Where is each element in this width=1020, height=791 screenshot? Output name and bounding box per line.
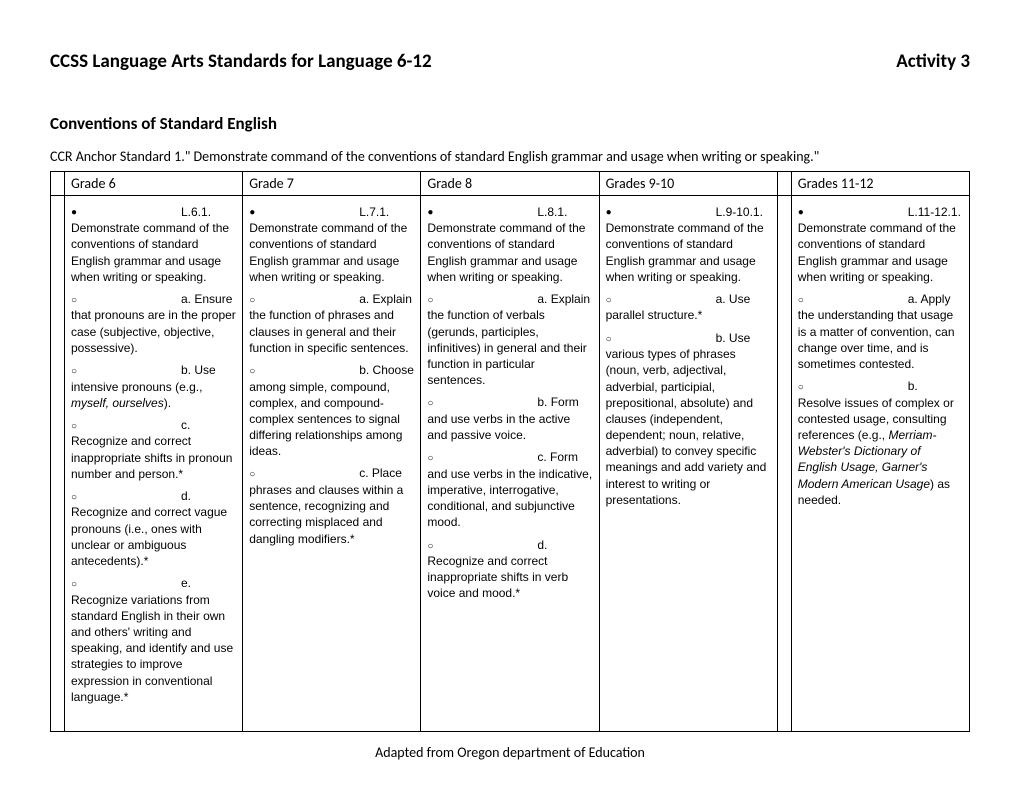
g6-b-label: b. Use (181, 363, 216, 377)
col-header-g8: Grade 8 (421, 172, 599, 196)
g1112-main-rest: Demonstrate command of the conventions o… (798, 221, 956, 284)
g6-e-rest: variations from standard English in thei… (71, 593, 233, 704)
header-right: Activity 3 (896, 50, 970, 73)
g6-b-pre: intensive pronouns (e.g., (71, 380, 202, 394)
g910-b-label: b. Use (716, 331, 751, 345)
body-spacer (777, 196, 791, 732)
page-header: CCSS Language Arts Standards for Languag… (50, 50, 970, 73)
g910-b-rest: various types of phrases (noun, verb, ad… (606, 347, 767, 507)
anchor-standard-text: CCR Anchor Standard 1." Demonstrate comm… (50, 148, 970, 165)
g1112-main-label: L.11-12.1. (908, 205, 961, 219)
section-subheading: Conventions of Standard English (50, 113, 970, 134)
g8-b-rest: use verbs in the active and passive voic… (427, 412, 570, 442)
g7-c-label: c. Place (359, 466, 402, 480)
table-header-row: Grade 6 Grade 7 Grade 8 Grades 9-10 Grad… (51, 172, 970, 196)
cell-grade-11-12: ●L.11-12.1. Demonstrate command of the c… (791, 196, 969, 732)
g6-b-italic: myself, ourselves (71, 396, 164, 410)
g7-b-label: b. Choose (359, 363, 414, 377)
cell-grade-7: ●L.7.1. Demonstrate command of the conve… (243, 196, 421, 732)
cell-grade-6: ●L.6.1. Demonstrate command of the conve… (65, 196, 243, 732)
body-spacer (51, 196, 65, 732)
cell-grade-8: ●L.8.1. Demonstrate command of the conve… (421, 196, 599, 732)
col-header-g910: Grades 9-10 (599, 172, 777, 196)
g7-b-rest: among simple, compound, complex, and com… (249, 380, 402, 459)
header-spacer (51, 172, 65, 196)
col-header-g1112: Grades 11-12 (791, 172, 969, 196)
g7-c-rest: phrases and clauses within a sentence, r… (249, 483, 403, 546)
g8-a-rest: function of verbals (gerunds, participle… (427, 308, 586, 387)
g6-b-post: ). (164, 396, 171, 410)
page-footer: Adapted from Oregon department of Educat… (50, 744, 970, 761)
g910-a-rest: parallel structure.* (606, 308, 703, 322)
g910-a-label: a. Use (716, 292, 751, 306)
g7-a-label: a. Explain (359, 292, 412, 306)
col-header-g7: Grade 7 (243, 172, 421, 196)
g1112-b-label: b. (908, 379, 918, 393)
header-spacer (777, 172, 791, 196)
col-header-g6: Grade 6 (65, 172, 243, 196)
standards-table: Grade 6 Grade 7 Grade 8 Grades 9-10 Grad… (50, 171, 970, 732)
g8-c-rest: use verbs in the indicative, imperative,… (427, 467, 592, 530)
g6-a-rest: pronouns are in the proper case (subject… (71, 308, 236, 354)
table-body-row: ●L.6.1. Demonstrate command of the conve… (51, 196, 970, 732)
g910-main-label: L.9-10.1. (716, 205, 763, 219)
header-left: CCSS Language Arts Standards for Languag… (50, 50, 432, 73)
g910-main-rest: Demonstrate command of the conventions o… (606, 221, 764, 284)
g1112-a-label: a. (908, 292, 918, 306)
g7-a-rest: the function of phrases and clauses in g… (249, 308, 408, 354)
cell-grade-9-10: ●L.9-10.1. Demonstrate command of the co… (599, 196, 777, 732)
